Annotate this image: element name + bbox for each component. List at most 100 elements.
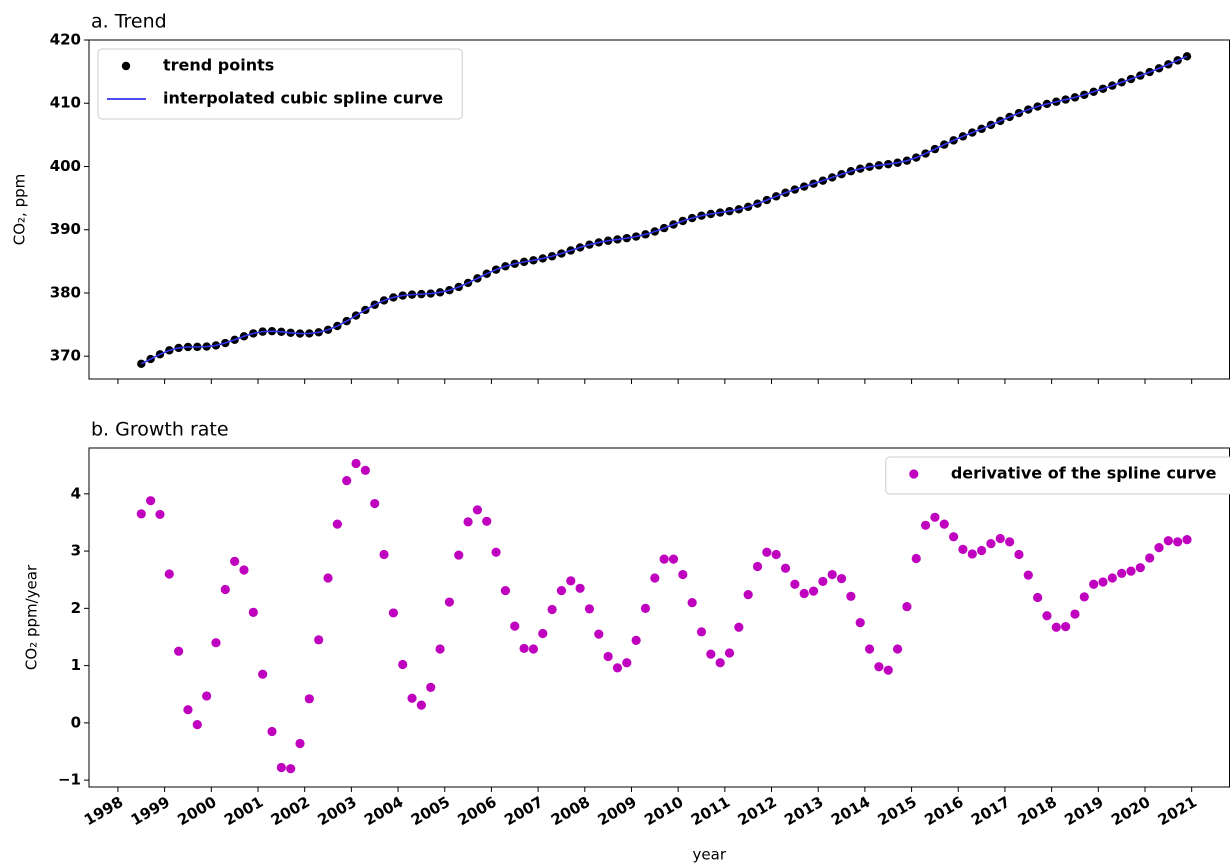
y-tick-label: 370 xyxy=(50,347,81,365)
x-tick-label: 2020 xyxy=(1108,793,1153,829)
point xyxy=(482,516,492,526)
point xyxy=(211,638,221,648)
point xyxy=(454,550,464,560)
point xyxy=(370,498,380,509)
point xyxy=(136,509,146,519)
x-tick-label: 2012 xyxy=(735,793,780,829)
point xyxy=(538,628,548,639)
point xyxy=(1182,535,1192,545)
point xyxy=(1005,537,1015,547)
point xyxy=(977,545,987,556)
point xyxy=(547,604,557,615)
point xyxy=(1098,577,1108,587)
point xyxy=(743,589,753,600)
point xyxy=(612,663,623,673)
point xyxy=(1014,549,1024,560)
legend: derivative of the spline curve xyxy=(885,456,1230,495)
point xyxy=(342,476,352,486)
point xyxy=(958,544,968,554)
point xyxy=(183,705,193,715)
point xyxy=(1033,592,1043,603)
y-tick-label: 420 xyxy=(50,31,81,49)
x-tick-label: 2013 xyxy=(781,793,826,829)
point xyxy=(780,563,791,573)
point xyxy=(155,509,165,520)
x-tick-label: 2003 xyxy=(314,793,359,829)
point xyxy=(463,517,473,527)
point xyxy=(146,496,156,506)
plot-area xyxy=(137,52,1192,369)
x-tick-label: 2021 xyxy=(1155,793,1200,829)
point xyxy=(827,569,837,580)
point xyxy=(818,576,828,587)
y-tick-label: 380 xyxy=(50,283,81,301)
legend-label: trend points xyxy=(163,56,274,75)
point xyxy=(248,607,258,617)
point xyxy=(1070,609,1080,619)
point xyxy=(640,603,651,613)
y-tick-label: 390 xyxy=(50,220,81,238)
x-tick-label: 2015 xyxy=(875,793,920,829)
point xyxy=(790,579,800,589)
point xyxy=(407,693,417,703)
point xyxy=(472,505,483,515)
point xyxy=(864,644,875,654)
point xyxy=(995,533,1005,544)
point xyxy=(519,643,529,654)
x-tick-label: 2001 xyxy=(221,793,266,829)
point xyxy=(1135,563,1145,573)
x-tick-label: 1999 xyxy=(128,793,173,829)
point xyxy=(1117,568,1127,579)
x-tick-label: 2004 xyxy=(361,793,406,829)
legend-box xyxy=(885,456,1230,495)
point xyxy=(435,644,445,654)
y-tick-label: 410 xyxy=(50,94,81,112)
point xyxy=(762,547,772,557)
y-tick-label: 0 xyxy=(71,713,81,731)
point xyxy=(1163,536,1173,546)
x-tick-label: 2002 xyxy=(268,793,313,829)
point xyxy=(836,573,847,584)
point xyxy=(1061,622,1071,632)
point xyxy=(911,553,921,564)
x-tick-label: 2011 xyxy=(688,793,733,829)
point xyxy=(1107,573,1117,583)
point xyxy=(659,554,669,564)
point xyxy=(500,585,511,596)
point xyxy=(631,635,641,646)
x-tick-label: 1998 xyxy=(81,793,126,829)
x-tick-label: 2018 xyxy=(1015,793,1060,829)
point xyxy=(258,669,268,679)
point xyxy=(986,539,996,549)
x-tick-label: 2017 xyxy=(968,793,1013,829)
legend-swatch xyxy=(909,469,919,479)
point xyxy=(314,635,324,645)
point xyxy=(230,556,240,566)
point xyxy=(594,629,604,639)
point xyxy=(1145,553,1155,563)
point xyxy=(164,569,174,579)
x-tick-label: 2019 xyxy=(1061,793,1106,829)
legend-swatch xyxy=(121,61,131,71)
point xyxy=(267,726,277,737)
point xyxy=(398,659,408,670)
point xyxy=(202,691,212,701)
point xyxy=(351,458,361,469)
y-axis-label: CO₂, ppm xyxy=(11,174,29,245)
point xyxy=(622,658,632,668)
point xyxy=(678,569,688,580)
point xyxy=(1126,566,1136,576)
y-tick-label: 1 xyxy=(71,656,81,674)
point xyxy=(137,359,146,369)
point xyxy=(174,646,184,656)
point xyxy=(1173,537,1183,547)
point xyxy=(416,700,426,710)
y-tick-label: 3 xyxy=(71,542,81,560)
point xyxy=(1051,622,1061,632)
point xyxy=(510,621,520,631)
point xyxy=(220,584,230,595)
legend-label: interpolated cubic spline curve xyxy=(163,89,443,108)
point xyxy=(724,648,735,658)
